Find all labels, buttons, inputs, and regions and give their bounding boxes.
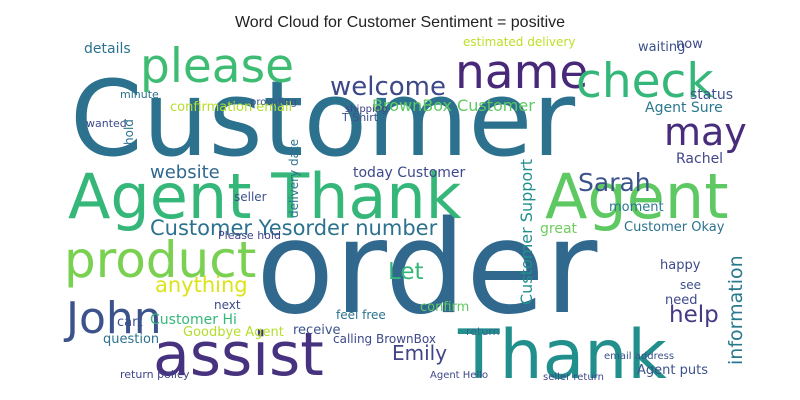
word: estimated delivery xyxy=(463,35,575,49)
word: Thank xyxy=(457,316,667,395)
word: Customer Yesorder number xyxy=(150,216,438,240)
word: wanted xyxy=(86,117,127,130)
word: Agent xyxy=(545,160,729,233)
word: check xyxy=(576,54,714,109)
word: Customer xyxy=(70,58,575,180)
word: great xyxy=(540,221,578,237)
word: Rachel xyxy=(676,151,723,167)
word: question xyxy=(103,332,159,347)
word: seller xyxy=(234,190,267,204)
word: shipping xyxy=(345,104,388,115)
word: confirm xyxy=(420,300,469,315)
word: now xyxy=(676,37,703,52)
word: happy xyxy=(660,258,701,273)
word: Customer Hi xyxy=(150,312,237,328)
word: waiting xyxy=(638,40,685,55)
word: delivery date xyxy=(287,139,301,218)
word: name xyxy=(455,45,588,100)
word: BrownBox Customer xyxy=(372,96,535,115)
word: website xyxy=(150,162,220,183)
word: Emily xyxy=(392,341,447,365)
word: status xyxy=(690,87,733,103)
word: need xyxy=(665,293,698,308)
word: email address xyxy=(604,351,674,362)
word: assist xyxy=(153,320,324,390)
word: next xyxy=(214,298,241,312)
word: Goodbye Agent xyxy=(183,325,284,340)
word: T Shirt xyxy=(341,111,379,124)
word: minute xyxy=(120,88,159,101)
word: feel free xyxy=(336,308,386,322)
word: see xyxy=(680,278,701,292)
word: Sarah xyxy=(578,168,651,197)
word: Let xyxy=(388,259,424,285)
word: Customer Okay xyxy=(624,220,725,235)
word: anything xyxy=(155,273,248,297)
word: moment xyxy=(609,200,664,215)
word: product xyxy=(64,231,256,289)
word: hold xyxy=(122,119,136,145)
word: return xyxy=(466,325,500,338)
word: providing xyxy=(250,97,297,108)
word: receive xyxy=(293,323,341,338)
word: Agent Sure xyxy=(645,100,723,116)
word: confirmation email xyxy=(170,100,292,115)
word: please xyxy=(140,39,294,94)
word: order xyxy=(256,194,598,343)
word: help xyxy=(669,302,719,328)
word: Customer Support xyxy=(517,159,536,305)
word: cart xyxy=(117,315,143,330)
word: seller return xyxy=(543,372,604,383)
word: today Customer xyxy=(353,165,466,181)
chart-title: Word Cloud for Customer Sentiment = posi… xyxy=(235,14,565,31)
word: information xyxy=(725,255,747,365)
word: Agent Thank xyxy=(68,160,462,233)
word: details xyxy=(84,41,131,57)
word: return policy xyxy=(120,368,190,381)
word: welcome xyxy=(330,72,446,102)
word: Agent puts xyxy=(637,363,708,378)
word: calling BrownBox xyxy=(333,332,436,346)
word: John xyxy=(63,293,162,344)
word: Please hold xyxy=(218,229,281,242)
word: may xyxy=(664,110,747,154)
word: Agent Hello xyxy=(430,370,488,381)
